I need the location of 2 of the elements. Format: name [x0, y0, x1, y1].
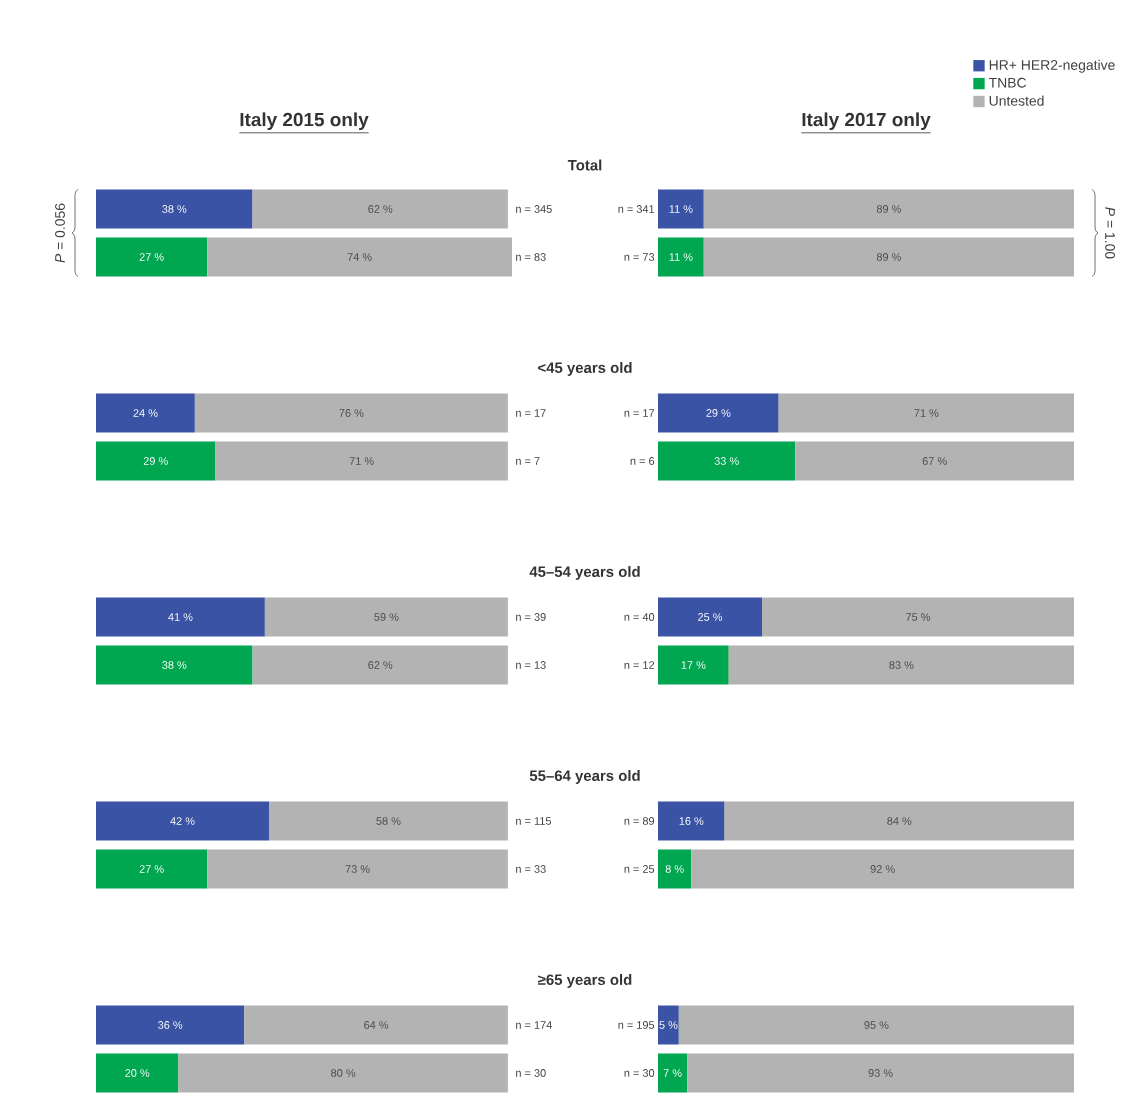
chart-title: Italy 2015 only: [240, 112, 369, 131]
chart-title: Italy 2017 only: [802, 112, 931, 131]
